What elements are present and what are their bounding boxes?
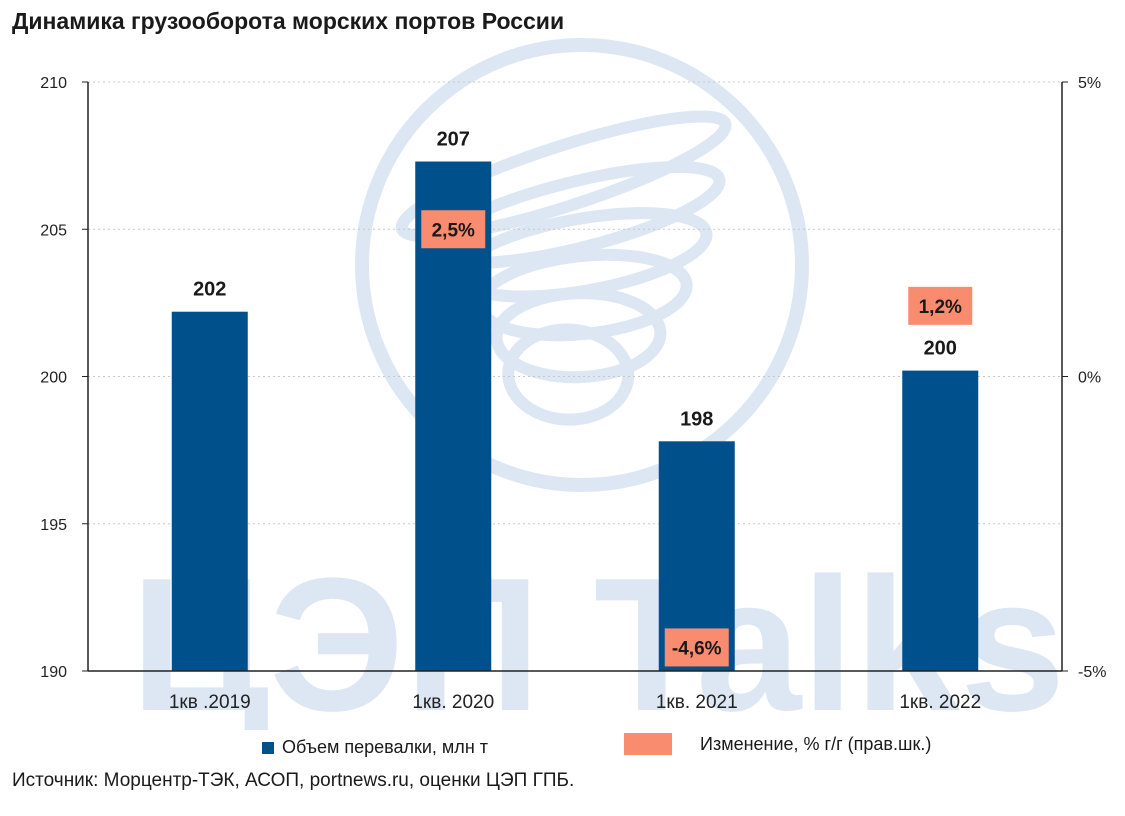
legend-swatch-volume — [262, 741, 274, 754]
bar-value-label: 202 — [193, 279, 226, 301]
y2-tick-label: -5% — [1078, 664, 1106, 681]
gridlines — [88, 81, 1062, 525]
bar — [902, 370, 979, 671]
watermark-logo-stroke — [395, 110, 732, 243]
change-value-label: 1,2% — [919, 297, 962, 318]
y-tick-label: 195 — [40, 517, 67, 534]
change-marker — [421, 210, 486, 249]
legend: Объем перевалки, млн т Изменение, % г/г … — [0, 733, 1125, 763]
axes: 190 195 200 205 210 5% 0% -5% 1кв .2019 1кв. 2020… — [40, 75, 1106, 713]
x-tick-label: 1кв. 2022 — [899, 692, 981, 713]
bar — [171, 311, 248, 671]
y-tick-label: 205 — [40, 222, 67, 239]
legend-label-change: Изменение, % г/г (прав.шк.) — [700, 733, 932, 754]
x-tick-label: 1кв. 2021 — [656, 692, 738, 713]
y2-tick-label: 5% — [1078, 75, 1101, 92]
data-labels: 202 207 2,5% 198 -4,6% 200 1,2% — [193, 129, 973, 667]
legend-item-volume: Объем перевалки, млн т — [262, 737, 488, 758]
legend-item-change: Изменение, % г/г (прав.шк.) — [624, 733, 931, 755]
y-tick-label: 190 — [40, 664, 67, 681]
watermark-logo-stroke — [490, 287, 667, 384]
bar-value-label: 198 — [680, 408, 713, 430]
source-note: Источник: Морцентр-ТЭК, АСОП, portnews.r… — [12, 770, 575, 791]
bar-value-label: 207 — [437, 129, 470, 151]
x-tick-label: 1кв. 2020 — [412, 692, 494, 713]
x-tick-label: 1кв .2019 — [169, 692, 251, 713]
y2-tick-label: 0% — [1078, 370, 1101, 387]
bar-value-label: 200 — [924, 338, 957, 360]
change-marker — [664, 628, 729, 667]
legend-swatch-change — [624, 733, 672, 755]
y-tick-label: 210 — [40, 75, 67, 92]
chart-title: Динамика грузооборота морских портов Рос… — [12, 8, 565, 34]
change-marker — [908, 286, 973, 325]
watermark-logo-ring — [355, 38, 809, 492]
legend-label-volume: Объем перевалки, млн т — [282, 737, 488, 757]
change-value-label: 2,5% — [432, 220, 475, 241]
y-tick-label: 200 — [40, 370, 67, 387]
change-value-label: -4,6% — [672, 638, 722, 659]
